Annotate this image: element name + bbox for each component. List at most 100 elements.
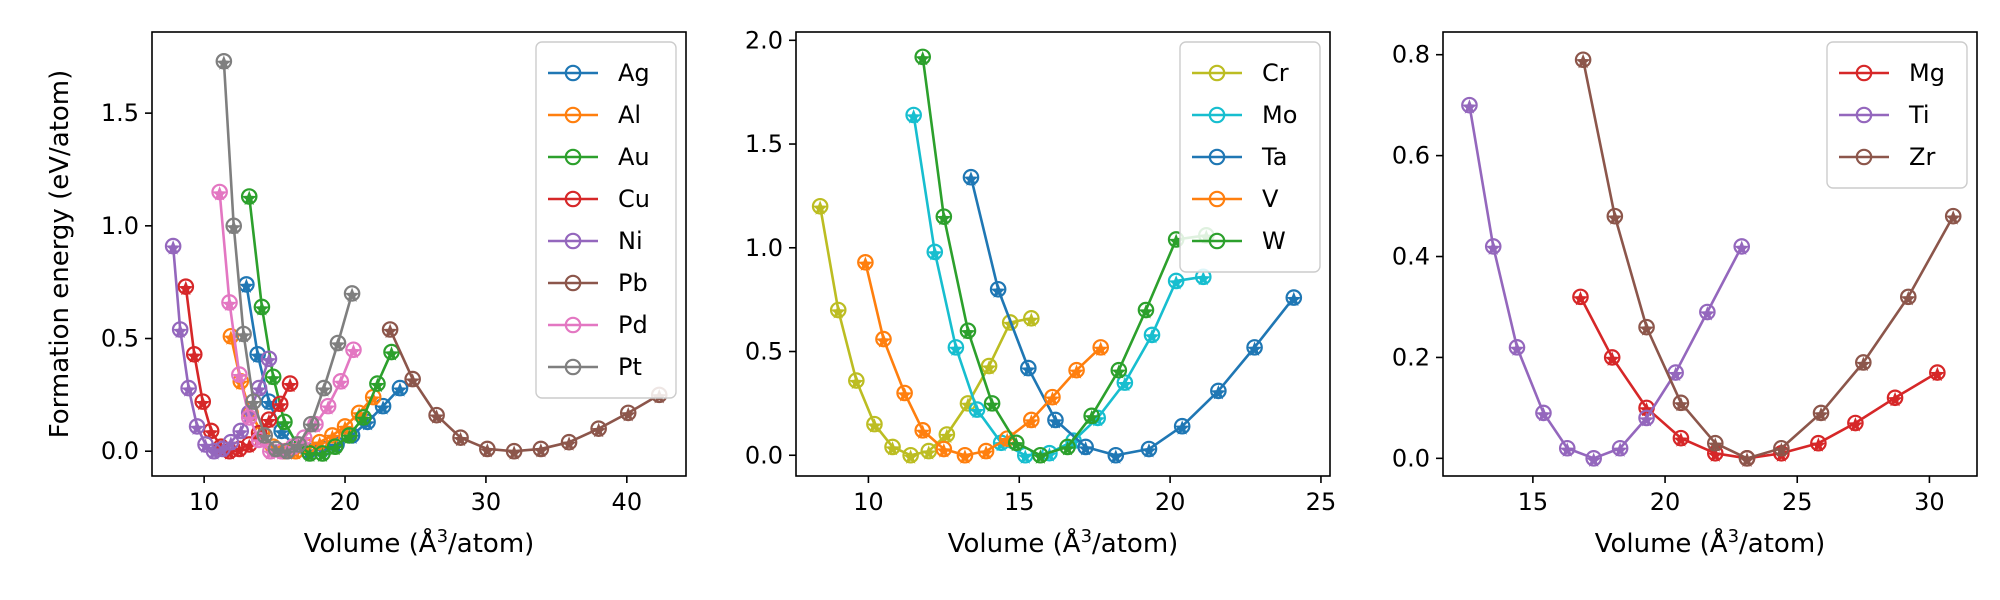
data-point-star (1138, 304, 1154, 319)
data-point-circle (1738, 450, 1756, 467)
data-point-circle (391, 379, 409, 397)
data-point-circle (1672, 429, 1690, 447)
legend-label: Zr (1909, 143, 1935, 171)
data-point-circle (369, 375, 386, 392)
data-point-star (429, 409, 445, 424)
data-point-star (238, 278, 255, 293)
data-point-star (1485, 240, 1501, 255)
data-point-star (1246, 341, 1263, 356)
data-point-star (978, 445, 994, 460)
data-point-circle (383, 343, 400, 361)
axes-frame (151, 31, 687, 477)
data-point-circle (983, 395, 1001, 412)
x-tick-label: 10 (189, 488, 220, 516)
data-point-circle (959, 322, 977, 340)
legend-entry-cr: Cr (1192, 59, 1289, 87)
legend-entry-mg: Mg (1839, 59, 1945, 87)
data-point-star (189, 420, 205, 435)
series-line (921, 56, 1207, 457)
series-v (857, 253, 1110, 464)
data-point-star (1810, 437, 1826, 452)
x-tick-label: 20 (1650, 488, 1681, 516)
data-point-star (1117, 376, 1133, 392)
legend-swatch-marker (564, 358, 582, 376)
data-point-circle (980, 357, 998, 375)
data-point-star (235, 328, 252, 343)
y-tick-label: 1.5 (101, 99, 139, 127)
panel-3-right: 15 20 25 30 0.0 0.2 0.4 0.6 0.8 Volume (Å3/atom) M… (1392, 31, 1978, 559)
data-point-circle (211, 183, 228, 201)
data-point-circle (326, 438, 344, 456)
data-point-star (1638, 321, 1655, 336)
data-point-circle (1535, 404, 1552, 422)
legend-entry-cu: Cu (548, 185, 650, 213)
data-point-star (915, 424, 931, 439)
data-point-star (251, 382, 267, 397)
data-point-star (1174, 420, 1190, 435)
data-point-star (990, 283, 1006, 298)
data-point-circle (340, 427, 358, 444)
data-point-circle (188, 418, 206, 435)
data-point-circle (336, 418, 354, 435)
data-point-circle (180, 379, 197, 397)
x-tick-label: 30 (1914, 488, 1945, 516)
data-point-star (1945, 210, 1961, 225)
legend-label: Ni (618, 227, 643, 255)
legend-box (1826, 41, 1968, 189)
data-point-star (351, 406, 367, 422)
data-point-circle (896, 384, 913, 402)
series-cr (811, 197, 1040, 464)
series-ti (1461, 96, 1751, 467)
legend-entry-au: Au (548, 143, 650, 171)
data-point-circle (1672, 394, 1690, 412)
data-point-circle (240, 409, 258, 426)
data-point-circle (962, 168, 980, 186)
data-point-circle (1032, 446, 1049, 464)
legend-entry-ti: Ti (1839, 101, 1930, 129)
data-point-star (254, 300, 270, 316)
data-point-circle (1092, 339, 1110, 356)
x-tick-label: 15 (1518, 488, 1549, 516)
data-point-circle (381, 321, 399, 338)
data-point-circle (1611, 439, 1629, 457)
data-point-star (261, 413, 277, 429)
data-point-star (1586, 452, 1602, 467)
data-point-star (479, 442, 495, 458)
data-point-star (282, 377, 298, 393)
data-point-circle (290, 436, 307, 453)
data-point-circle (253, 298, 271, 316)
data-point-circle (1508, 339, 1526, 356)
data-point-circle (989, 280, 1007, 298)
data-point-star (178, 280, 194, 296)
data-point-circle (1110, 361, 1128, 379)
data-point-star (375, 400, 391, 415)
data-point-star (1023, 312, 1039, 327)
data-point-circle (590, 420, 607, 437)
data-point-star (382, 323, 398, 338)
legend-label: V (1262, 185, 1279, 213)
legend-label: Ta (1261, 143, 1287, 171)
legend-label: Pd (618, 311, 648, 339)
series-cu (177, 278, 299, 460)
data-point-star (261, 352, 277, 368)
data-point-circle (276, 413, 293, 431)
data-point-star (261, 395, 277, 411)
data-point-circle (857, 253, 874, 271)
data-point-star (272, 397, 288, 413)
data-point-star (333, 375, 349, 390)
legend-entry-ni: Ni (548, 227, 643, 255)
legend-swatch-marker (1208, 232, 1226, 250)
data-point-star (344, 287, 360, 302)
x-tick-label: 40 (612, 488, 643, 516)
data-point-star (1707, 447, 1723, 462)
legend-swatch-marker (564, 148, 582, 166)
legend-entry-al: Al (548, 101, 641, 129)
data-point-star (1929, 366, 1945, 382)
data-point-circle (171, 321, 189, 338)
x-axis-label: Volume (Å3/atom) (948, 526, 1179, 559)
legend-swatch-marker (1855, 106, 1873, 124)
data-point-circle (968, 401, 986, 418)
data-point-star (195, 395, 211, 411)
data-point-circle (260, 350, 278, 368)
data-point-star (245, 395, 262, 411)
